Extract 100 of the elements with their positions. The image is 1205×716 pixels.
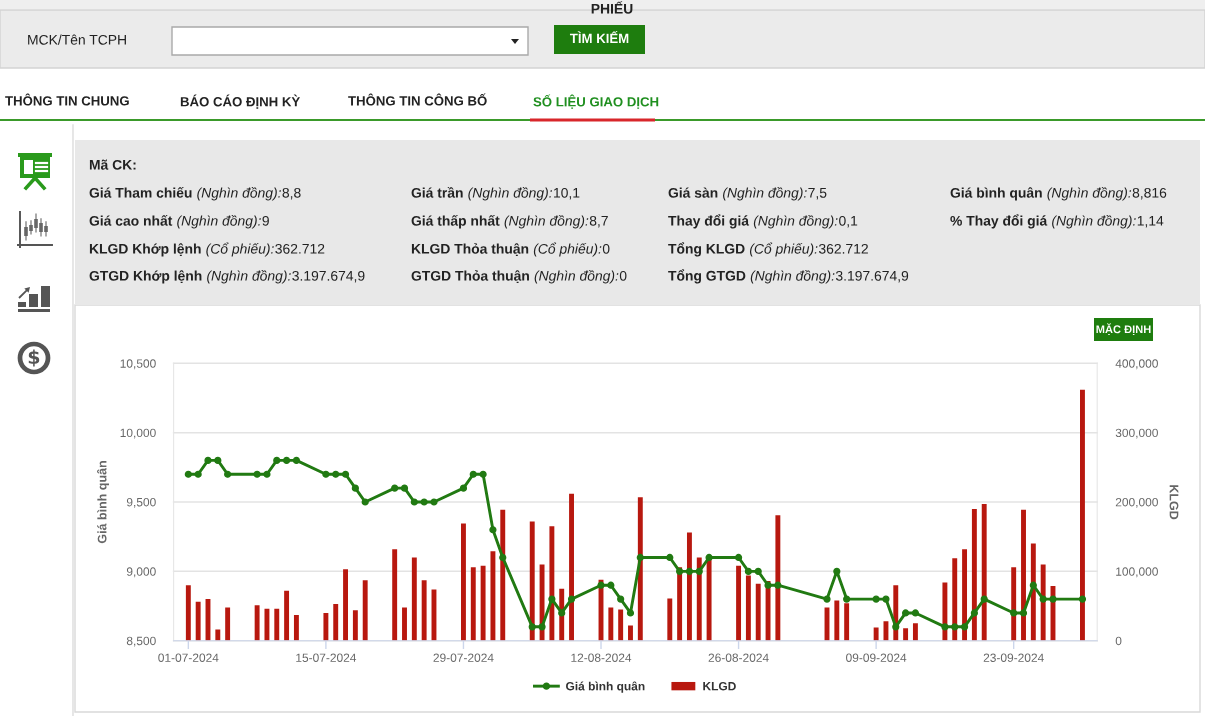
y-tick-label: 9,500: [126, 497, 156, 508]
text: THÔNG TIN CÔNG BỐ: [348, 93, 487, 106]
x-tick-label: 26-08-2024: [708, 653, 769, 662]
bar: [952, 558, 958, 641]
text: TÌM KIẾM: [569, 31, 629, 43]
text: 0: [602, 243, 610, 254]
x-tick-label: 12-08-2024: [571, 653, 632, 662]
bar: [981, 504, 987, 641]
bar: [480, 565, 486, 641]
y-tick-label: 8,500: [126, 636, 156, 647]
text: 9: [262, 215, 269, 226]
x-tick-label: 15-07-2024: [296, 653, 357, 662]
bar: [873, 627, 879, 641]
x-tick-label: 29-07-2024: [433, 653, 494, 662]
bar: [696, 557, 702, 641]
bar: [618, 609, 624, 641]
text: Giá sàn: [668, 187, 718, 198]
text: GTGD Khớp lệnh: [89, 270, 202, 284]
bar: [912, 623, 918, 641]
bar: [392, 549, 398, 641]
text: Tổng GTGD: [668, 269, 746, 284]
bar: [264, 608, 270, 641]
y2-tick-label: 100,000: [1116, 567, 1158, 578]
text: (Nghìn đồng):: [504, 214, 589, 229]
text: (Cổ phiếu):: [533, 242, 602, 257]
text: GTGD Thỏa thuận: [411, 270, 529, 284]
text: (Cổ phiếu):: [206, 242, 274, 257]
text: 8,8: [282, 187, 301, 200]
bar: [293, 615, 299, 641]
text: (Nghìn đồng):: [534, 269, 619, 284]
bar: [1040, 564, 1046, 641]
bar: [333, 603, 339, 641]
bar: [185, 585, 191, 641]
bar: [500, 509, 506, 641]
text: PHIẾU: [591, 1, 633, 14]
bar: [421, 580, 427, 641]
bar: [461, 523, 466, 641]
bar: [225, 607, 231, 641]
text: 362.712: [275, 243, 325, 254]
bar: [834, 600, 840, 641]
y2-tick-label: 400,000: [1115, 359, 1158, 370]
bar: [686, 532, 692, 641]
text: (Nghìn đồng):: [722, 186, 807, 201]
bar: [903, 628, 909, 641]
text: Giá cao nhất: [89, 214, 173, 226]
text: (Nghìn đồng):: [750, 269, 835, 284]
bar: [667, 598, 673, 641]
y2-axis-title: KLGD: [1169, 485, 1179, 520]
bar: [775, 515, 781, 641]
bar: [962, 549, 968, 641]
bar: [883, 621, 889, 641]
text: 362.712: [818, 243, 868, 254]
bar: [637, 497, 643, 641]
bar: [608, 607, 614, 641]
text: Thay đổi giá: [668, 214, 750, 229]
text: Giá trần: [411, 186, 463, 198]
text: MCK/Tên TCPH: [28, 34, 126, 45]
y2-tick-label: 300,000: [1115, 428, 1158, 439]
text: (Nghìn đồng):: [1047, 186, 1132, 201]
text: KLGD Khớp lệnh: [89, 243, 201, 257]
bar: [343, 569, 348, 641]
text: 8,7: [589, 215, 608, 228]
bar: [323, 612, 329, 641]
bar: [284, 590, 290, 641]
bar: [549, 526, 555, 641]
text: Tổng KLGD: [668, 242, 745, 257]
y-tick-label: 10,000: [120, 428, 156, 439]
bar: [1021, 509, 1026, 641]
y2-tick-label: 0: [1115, 636, 1122, 646]
text: Giá thấp nhất: [411, 214, 500, 229]
bar: [215, 629, 221, 641]
bar: [755, 583, 761, 641]
text: (Nghìn đồng):: [1052, 214, 1136, 229]
text: 10,1: [554, 187, 580, 200]
x-tick-label: 23-09-2024: [983, 653, 1044, 662]
bar: [628, 625, 633, 641]
bar: [274, 608, 280, 641]
text: (Nghìn đồng):: [177, 214, 261, 229]
text: 3.197.674,9: [835, 270, 909, 283]
text: (Nghìn đồng):: [197, 186, 281, 201]
bar: [1030, 543, 1036, 641]
text: Mã CK:: [89, 159, 136, 170]
text: % Thay đổi giá: [950, 214, 1048, 229]
bar: [402, 607, 407, 641]
y-tick-label: 10,500: [120, 359, 156, 370]
bar: [352, 610, 358, 641]
text: 1,14: [1137, 216, 1164, 228]
text: Giá bình quân: [950, 187, 1042, 201]
x-tick-label: 09-09-2024: [846, 653, 907, 662]
y2-tick-label: 200,000: [1115, 497, 1158, 508]
legend-label: KLGD: [703, 681, 736, 691]
bar: [490, 551, 496, 641]
bar: [411, 557, 417, 641]
bar: [470, 567, 476, 641]
bar: [1080, 389, 1085, 641]
bar: [677, 567, 683, 641]
text: (Nghìn đồng):: [207, 269, 291, 284]
bar: [529, 521, 535, 641]
text: 7,5: [808, 188, 827, 200]
text: 3.197.674,9: [292, 270, 365, 283]
